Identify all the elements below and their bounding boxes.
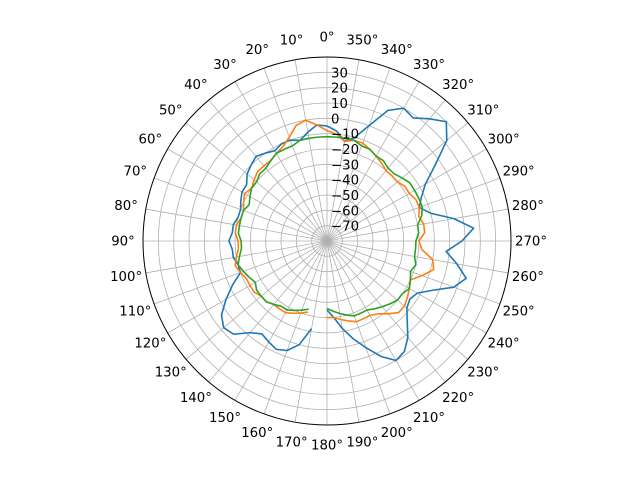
theta-tick-label: 270° (515, 235, 547, 250)
radial-tick-label: −30 (331, 158, 359, 173)
radial-tick-label: 30 (331, 66, 348, 81)
radial-gridline (311, 225, 343, 257)
theta-tick-label: 50° (159, 103, 183, 118)
theta-tick-label: 190° (346, 435, 378, 450)
radial-tick-label: −40 (331, 174, 359, 189)
theta-tick-label: 10° (280, 34, 304, 49)
theta-tick-label: 70° (124, 165, 148, 180)
theta-tick-label: 350° (346, 34, 378, 49)
theta-tick-label: 280° (512, 199, 544, 214)
theta-tick-label: 180° (311, 439, 343, 454)
theta-tick-label: 220° (442, 391, 474, 406)
radial-gridline (203, 117, 451, 365)
series-line-1 (220, 107, 475, 362)
theta-tick-label: 260° (512, 270, 544, 285)
theta-tick-label: 110° (119, 304, 151, 319)
series-layer (220, 107, 475, 362)
theta-tick-label: 120° (134, 337, 166, 352)
radial-gridline (188, 102, 466, 380)
radial-gridline (219, 133, 435, 349)
radial-tick-label: −20 (331, 143, 359, 158)
radial-tick-label: 20 (331, 82, 348, 97)
series-line-3 (237, 135, 423, 317)
theta-tick-label: 170° (276, 435, 308, 450)
theta-tick-label: 250° (503, 304, 535, 319)
radial-tick-label: 10 (331, 97, 348, 112)
theta-tick-label: 230° (467, 366, 499, 381)
theta-tick-label: 310° (467, 103, 499, 118)
polar-grid (143, 57, 511, 425)
theta-tick-label: 290° (503, 165, 535, 180)
theta-tick-label: 90° (111, 235, 135, 250)
radial-gridline (265, 179, 389, 303)
theta-tick-label: 80° (114, 199, 138, 214)
theta-tick-label: 340° (381, 43, 413, 58)
theta-tick-labels: 0° 10° 20° 30° 40°50° 60° 70° 80° 90° 100° 110° 120… (110, 31, 547, 454)
theta-tick-label: 60° (139, 133, 163, 148)
theta-tick-label: 0° (319, 31, 334, 46)
theta-tick-label: 160° (241, 426, 273, 441)
theta-tick-label: 210° (413, 411, 445, 426)
theta-tick-label: 100° (110, 270, 142, 285)
radial-gridline (295, 209, 359, 273)
radial-gridline (157, 71, 497, 411)
radial-gridline (173, 87, 481, 395)
theta-tick-label: 20° (245, 43, 269, 58)
theta-tick-label: 30° (213, 58, 237, 73)
theta-tick-label: 300° (488, 133, 520, 148)
theta-tick-label: 40° (184, 78, 208, 93)
radial-tick-label: 0 (331, 112, 339, 127)
theta-tick-label: 200° (381, 426, 413, 441)
radial-tick-label: −50 (331, 189, 359, 204)
theta-tick-label: 130° (155, 366, 187, 381)
theta-tick-label: 330° (413, 58, 445, 73)
theta-tick-label: 320° (442, 78, 474, 93)
theta-tick-label: 140° (180, 391, 212, 406)
theta-tick-label: 150° (209, 411, 241, 426)
radial-tick-label: −10 (331, 128, 359, 143)
radial-tick-label: −70 (331, 220, 359, 235)
polar-frame (142, 56, 512, 426)
theta-tick-label: 240° (488, 337, 520, 352)
radial-tick-label: −60 (331, 204, 359, 219)
radial-gridline (280, 194, 374, 288)
